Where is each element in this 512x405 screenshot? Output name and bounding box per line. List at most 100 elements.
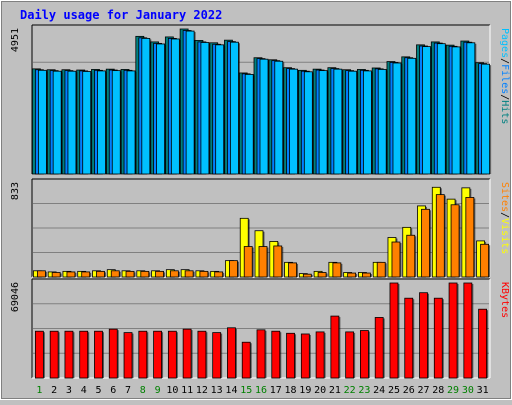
x-tick-label-day-23: 23	[358, 385, 370, 396]
bar-pages-day-3	[67, 70, 77, 175]
bar-kbytes-day-6	[108, 328, 118, 379]
x-tick-label-day-27: 27	[417, 385, 429, 396]
bar-pages-day-25	[392, 62, 402, 175]
x-tick-label-day-8: 8	[140, 385, 146, 396]
chart-title: Daily usage for January 2022	[20, 8, 222, 22]
legend-entry: Visits	[499, 218, 510, 254]
bar-kbytes-day-11	[182, 328, 192, 379]
bar-pages-day-21	[333, 68, 343, 175]
x-tick-label-day-9: 9	[155, 385, 161, 396]
bar-kbytes-day-25	[389, 282, 399, 379]
bar-sites-day-3	[66, 271, 76, 278]
x-tick-label-day-2: 2	[51, 385, 57, 396]
y-tick-label: 4951	[10, 28, 21, 52]
bar-kbytes-day-1	[34, 330, 44, 379]
bar-sites-day-19	[302, 273, 312, 278]
y-tick-label: 69046	[10, 282, 21, 312]
x-tick-label-day-12: 12	[196, 385, 208, 396]
bar-sites-day-31	[480, 243, 490, 278]
bar-pages-day-7	[126, 70, 136, 175]
panel-visits-sites: 833 Sites/Visits	[10, 178, 510, 278]
bar-pages-day-29	[451, 46, 461, 175]
legend-entry: Pages	[499, 28, 510, 58]
bar-kbytes-day-18	[286, 332, 295, 379]
legend-entry: Sites	[499, 182, 510, 212]
bar-sites-day-14	[229, 260, 238, 278]
bar-sites-day-16	[258, 246, 268, 278]
bar-kbytes-day-5	[94, 330, 103, 379]
bar-kbytes-day-31	[478, 308, 488, 379]
x-tick-label-day-26: 26	[403, 385, 415, 396]
bar-kbytes-day-14	[227, 327, 236, 379]
x-tick-label-day-30: 30	[462, 385, 474, 396]
legend-entry: /	[499, 212, 510, 218]
y-tick-label: 833	[10, 182, 21, 200]
x-tick-label-day-13: 13	[211, 385, 223, 396]
bar-sites-day-15	[243, 246, 253, 278]
x-tick-label-day-1: 1	[36, 385, 42, 396]
x-tick-label-day-5: 5	[95, 385, 101, 396]
legend: KBytes	[499, 282, 510, 318]
bar-sites-day-21	[332, 262, 342, 278]
bar-sites-day-22	[347, 272, 357, 278]
bar-kbytes-day-4	[79, 330, 89, 379]
bar-sites-day-26	[406, 234, 416, 278]
bar-pages-day-8	[141, 38, 151, 175]
x-tick-label-day-24: 24	[373, 385, 385, 396]
bar-sites-day-12	[199, 270, 209, 278]
bar-sites-day-13	[214, 271, 224, 278]
legend: Sites/Visits	[499, 182, 510, 254]
legend-entry: /	[499, 94, 510, 100]
bar-kbytes-day-8	[138, 330, 148, 379]
panel-hits-files-pages: 4951 Pages/Files/Hits	[10, 24, 510, 175]
bar-pages-day-13	[215, 44, 225, 175]
bar-kbytes-day-20	[315, 331, 325, 379]
bar-kbytes-day-19	[300, 333, 310, 379]
bar-pages-day-30	[466, 42, 476, 175]
bar-pages-day-15	[244, 74, 254, 175]
x-tick-label-day-28: 28	[432, 385, 444, 396]
bar-pages-day-23	[363, 70, 372, 175]
bar-pages-day-9	[156, 43, 165, 175]
bar-sites-day-18	[288, 262, 297, 278]
bar-sites-day-7	[125, 270, 135, 278]
bar-sites-day-27	[421, 208, 430, 278]
x-tick-label-day-18: 18	[285, 385, 297, 396]
bar-pages-day-24	[377, 69, 387, 175]
bar-kbytes-day-21	[330, 315, 340, 379]
x-tick-label-day-20: 20	[314, 385, 326, 396]
bar-kbytes-day-30	[463, 282, 473, 379]
x-tick-label-day-22: 22	[344, 385, 356, 396]
bar-pages-day-16	[259, 58, 269, 175]
bar-pages-day-22	[348, 70, 358, 175]
x-tick-label-day-17: 17	[270, 385, 282, 396]
bar-kbytes-day-24	[374, 317, 384, 379]
legend: Pages/Files/Hits	[499, 28, 510, 124]
x-tick-label-day-10: 10	[166, 385, 178, 396]
bar-pages-day-2	[52, 70, 62, 175]
bar-sites-day-8	[140, 270, 150, 278]
x-tick-label-day-4: 4	[81, 385, 87, 396]
bar-kbytes-day-13	[212, 332, 222, 379]
bar-pages-day-31	[481, 63, 491, 175]
bar-sites-day-11	[184, 270, 194, 278]
bar-sites-day-9	[155, 270, 164, 278]
x-tick-label-day-21: 21	[329, 385, 341, 396]
bar-pages-day-6	[111, 70, 121, 175]
bar-sites-day-1	[36, 270, 46, 278]
bar-kbytes-day-26	[404, 297, 414, 379]
bar-sites-day-24	[376, 261, 386, 278]
bar-pages-day-12	[200, 42, 210, 175]
legend-entry: Files	[499, 64, 510, 94]
bar-kbytes-day-9	[153, 330, 162, 379]
x-tick-label-day-16: 16	[255, 385, 267, 396]
bar-kbytes-day-23	[360, 330, 369, 379]
panel-kbytes: 69046 KBytes	[10, 278, 510, 379]
x-tick-label-day-25: 25	[388, 385, 400, 396]
bar-pages-day-26	[407, 57, 417, 175]
bar-kbytes-day-29	[448, 282, 458, 379]
bar-kbytes-day-12	[197, 330, 207, 379]
bar-pages-day-14	[230, 41, 239, 175]
